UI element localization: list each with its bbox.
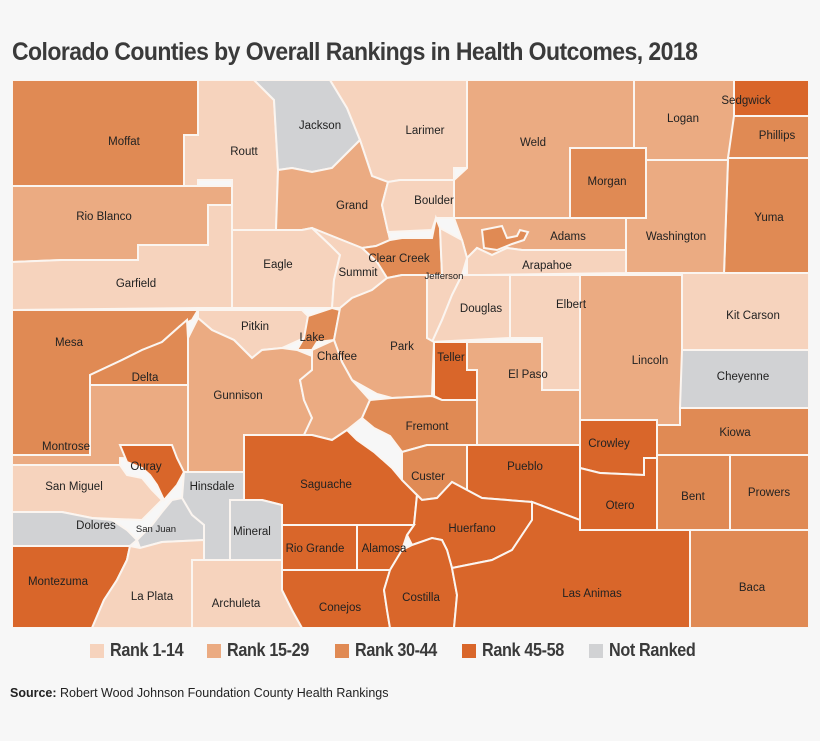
label-garfield: Garfield — [116, 278, 156, 290]
label-sedgwick: Sedgwick — [721, 95, 770, 107]
label-el-paso: El Paso — [508, 369, 548, 381]
label-logan: Logan — [667, 113, 699, 125]
label-montezuma: Montezuma — [28, 576, 89, 588]
label-morgan: Morgan — [588, 176, 627, 188]
label-dolores: Dolores — [76, 520, 116, 532]
source-text: Robert Wood Johnson Foundation County He… — [60, 686, 389, 700]
county-phillips[interactable] — [726, 115, 809, 159]
legend-item-not-ranked: Not Ranked — [588, 640, 705, 661]
county-prowers[interactable] — [729, 454, 809, 531]
label-phillips: Phillips — [759, 130, 796, 142]
legend-item-rank-30-44: Rank 30-44 — [334, 640, 446, 661]
colorado-county-map: Moffat Routt Jackson Larimer Weld Logan … — [12, 80, 809, 628]
label-elbert: Elbert — [556, 299, 587, 311]
label-cheyenne: Cheyenne — [717, 371, 769, 383]
legend-swatch — [461, 643, 476, 658]
label-larimer: Larimer — [406, 125, 445, 137]
map-legend: Rank 1-14 Rank 15-29 Rank 30-44 Rank 45-… — [90, 640, 705, 661]
label-jackson: Jackson — [299, 120, 341, 132]
label-hinsdale: Hinsdale — [190, 481, 235, 493]
label-summit: Summit — [339, 267, 379, 279]
label-crowley: Crowley — [588, 438, 630, 450]
legend-item-rank-1-14: Rank 1-14 — [90, 640, 191, 661]
label-bent: Bent — [681, 491, 705, 503]
label-mineral: Mineral — [233, 526, 271, 538]
legend-swatch — [90, 643, 104, 658]
label-rio-blanco: Rio Blanco — [76, 211, 132, 223]
county-ouray[interactable] — [118, 444, 186, 502]
label-jefferson: Jefferson — [425, 271, 464, 282]
legend-label: Rank 1-14 — [110, 640, 184, 660]
label-conejos: Conejos — [319, 602, 361, 614]
label-ouray: Ouray — [130, 461, 162, 473]
label-pitkin: Pitkin — [241, 321, 269, 333]
label-moffat: Moffat — [108, 136, 141, 148]
county-adams-enclave[interactable] — [480, 224, 530, 252]
label-grand: Grand — [336, 200, 368, 212]
label-boulder: Boulder — [414, 195, 454, 207]
label-delta: Delta — [132, 372, 159, 384]
label-pueblo: Pueblo — [507, 461, 543, 473]
legend-swatch — [588, 643, 603, 658]
label-las-animas: Las Animas — [562, 588, 622, 600]
label-san-miguel: San Miguel — [45, 481, 103, 493]
label-lincoln: Lincoln — [632, 355, 668, 367]
label-costilla: Costilla — [402, 592, 440, 604]
label-arapahoe: Arapahoe — [522, 260, 572, 272]
legend-label: Rank 45-58 — [481, 640, 564, 660]
label-gunnison: Gunnison — [213, 390, 262, 402]
label-rio-grande: Rio Grande — [286, 543, 345, 555]
legend-item-rank-15-29: Rank 15-29 — [207, 640, 318, 661]
label-la-plata: La Plata — [131, 591, 174, 603]
label-routt: Routt — [230, 146, 258, 158]
county-moffat[interactable] — [12, 80, 199, 187]
label-eagle: Eagle — [263, 259, 292, 271]
county-boulder[interactable] — [380, 179, 455, 234]
legend-item-rank-45-58: Rank 45-58 — [461, 640, 573, 661]
label-mesa: Mesa — [55, 337, 84, 349]
label-kiowa: Kiowa — [719, 427, 751, 439]
county-kit-carson[interactable] — [681, 272, 809, 351]
legend-label: Rank 30-44 — [354, 640, 437, 660]
label-adams: Adams — [550, 231, 586, 243]
label-alamosa: Alamosa — [362, 543, 407, 555]
label-clear-creek: Clear Creek — [368, 253, 430, 265]
source-note: Source: Robert Wood Johnson Foundation C… — [10, 686, 388, 700]
county-garfield[interactable] — [12, 204, 233, 312]
legend-swatch — [334, 643, 349, 658]
label-saguache: Saguache — [300, 479, 352, 491]
county-cheyenne[interactable] — [678, 349, 809, 409]
label-washington: Washington — [646, 231, 706, 243]
label-baca: Baca — [739, 582, 766, 594]
label-douglas: Douglas — [460, 303, 502, 315]
label-montrose: Montrose — [42, 441, 90, 453]
label-san-juan: San Juan — [136, 524, 176, 535]
label-chaffee: Chaffee — [317, 351, 357, 363]
label-custer: Custer — [411, 471, 445, 483]
legend-label: Rank 15-29 — [227, 640, 310, 660]
label-teller: Teller — [437, 352, 465, 364]
label-fremont: Fremont — [406, 421, 450, 433]
label-yuma: Yuma — [754, 212, 784, 224]
source-label: Source: — [10, 686, 57, 700]
county-baca[interactable] — [689, 529, 809, 628]
county-conejos[interactable] — [281, 569, 392, 628]
county-lake[interactable] — [295, 306, 342, 351]
label-kit-carson: Kit Carson — [726, 310, 780, 322]
label-park: Park — [390, 341, 414, 353]
label-huerfano: Huerfano — [448, 523, 495, 535]
label-weld: Weld — [520, 137, 546, 149]
legend-label: Not Ranked — [608, 640, 696, 660]
county-sedgwick[interactable] — [733, 80, 809, 117]
label-otero: Otero — [606, 500, 635, 512]
label-prowers: Prowers — [748, 487, 790, 499]
label-archuleta: Archuleta — [212, 598, 261, 610]
map-title: Colorado Counties by Overall Rankings in… — [12, 38, 698, 66]
label-lake: Lake — [300, 332, 325, 344]
legend-swatch — [207, 643, 222, 658]
